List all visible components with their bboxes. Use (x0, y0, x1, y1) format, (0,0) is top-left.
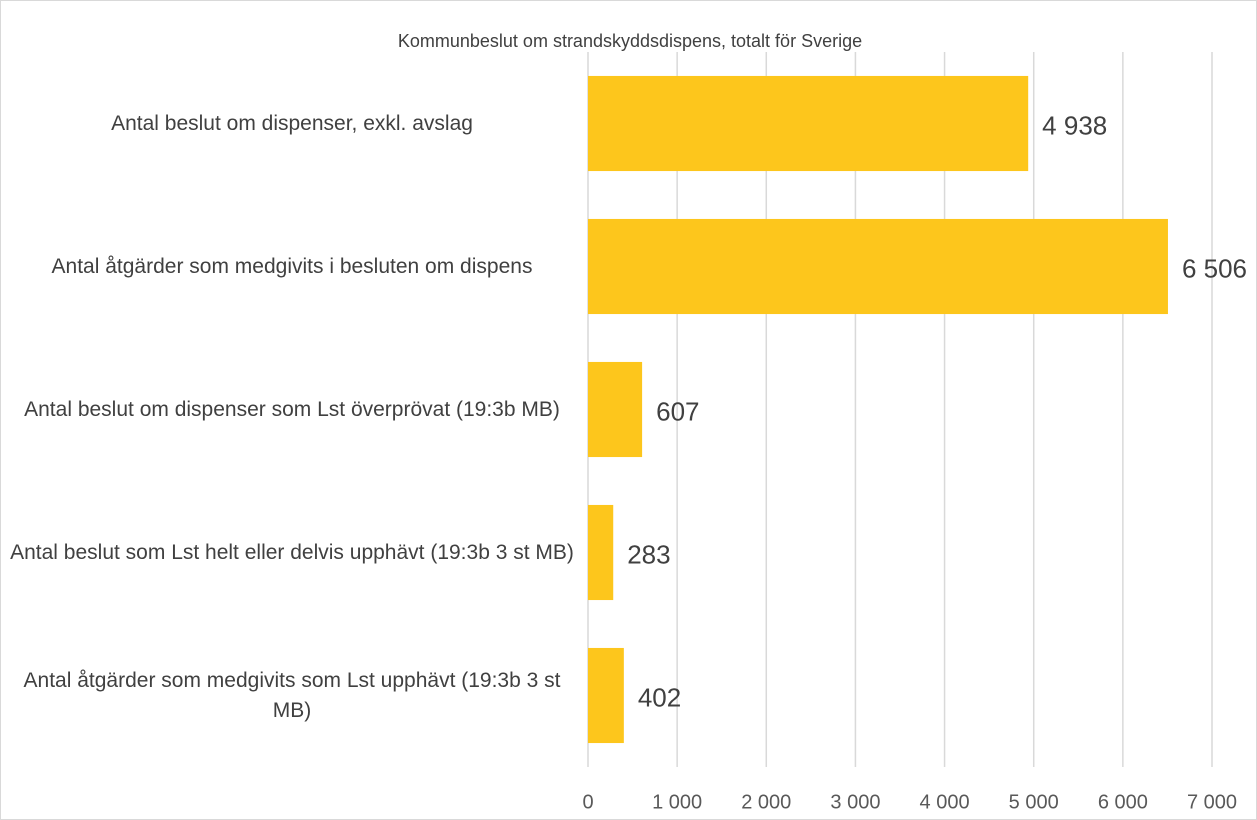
y-tick-label: Antal åtgärder som medgivits i besluten … (51, 254, 533, 278)
x-tick-label: 6 000 (1098, 791, 1148, 813)
y-tick-label: Antal beslut som Lst helt eller delvis u… (10, 540, 574, 564)
bar (588, 647, 624, 744)
x-tick-label: 1 000 (652, 791, 702, 813)
y-tick-label: Antal beslut om dispenser som Lst överpr… (24, 397, 560, 421)
bar (588, 504, 614, 601)
x-tick-label: 0 (582, 791, 593, 813)
x-tick-label: 5 000 (1009, 791, 1059, 813)
data-label: 4 938 (1042, 110, 1107, 140)
y-tick-label: Antal åtgärder som medgivits som Lst upp… (23, 668, 561, 722)
bar (588, 218, 1168, 315)
bar (588, 75, 1029, 172)
data-label: 6 506 (1182, 253, 1247, 283)
data-label: 402 (638, 682, 681, 712)
x-tick-label: 7 000 (1187, 791, 1237, 813)
data-label: 283 (627, 539, 670, 569)
chart-title: Kommunbeslut om strandskyddsdispens, tot… (398, 31, 862, 51)
x-tick-label: 2 000 (741, 791, 791, 813)
y-tick-label: Antal beslut om dispenser, exkl. avslag (111, 111, 473, 135)
bar (588, 361, 643, 458)
data-label: 607 (656, 396, 699, 426)
x-tick-label: 4 000 (920, 791, 970, 813)
x-tick-label: 3 000 (830, 791, 880, 813)
